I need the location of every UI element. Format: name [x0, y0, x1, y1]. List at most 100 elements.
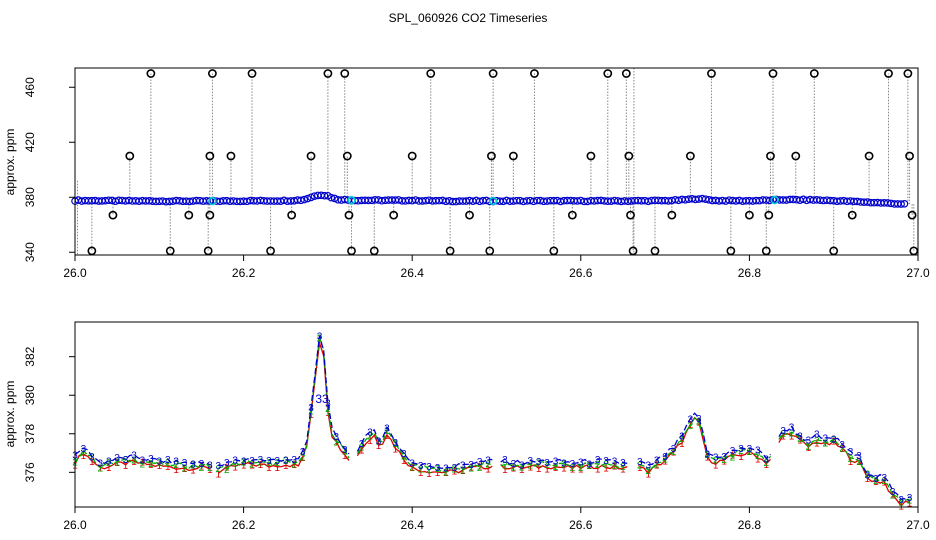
series-3-marker: 3	[384, 423, 390, 434]
series-3-marker: 3	[485, 455, 491, 466]
series-1-marker: 1	[216, 469, 222, 480]
series-1-marker: 1	[283, 461, 289, 472]
series-2-marker: 2	[334, 438, 340, 449]
series-2-marker: 2	[586, 461, 592, 472]
series-2-marker: 2	[157, 458, 163, 469]
series-1-marker: 1	[679, 439, 685, 450]
series-3-marker: 3	[291, 455, 297, 466]
series-2-marker: 2	[814, 436, 820, 447]
series-2-marker: 2	[81, 446, 87, 457]
bottom-x-tick-label: 26.8	[738, 518, 762, 532]
series-3-marker: 3	[603, 456, 609, 467]
series-2-marker: 2	[232, 458, 238, 469]
series-2-marker: 2	[199, 463, 205, 474]
series-1-marker: 1	[780, 431, 786, 442]
series-1-marker: 1	[106, 463, 112, 474]
series-3-marker: 3	[443, 463, 449, 474]
series-2-marker: 2	[873, 476, 879, 487]
series-1-marker: 1	[426, 469, 432, 480]
series-2-marker: 2	[553, 462, 559, 473]
series-1-marker: 1	[275, 463, 281, 474]
series-3-marker: 3	[283, 456, 289, 467]
series-1-marker: 1	[393, 445, 399, 456]
top-x-tick-label: 27.0	[906, 266, 930, 280]
series-3-marker: 3	[881, 473, 887, 484]
series-2-marker: 2	[435, 464, 441, 475]
outlier-point	[344, 210, 354, 220]
series-3-marker: 3	[468, 460, 474, 471]
series-1-marker: 1	[747, 447, 753, 458]
series-3-marker: 3	[671, 444, 677, 455]
series-1-marker: 1	[763, 460, 769, 471]
series-3-marker: 3	[502, 455, 508, 466]
series-2-marker: 2	[131, 455, 137, 466]
bottom-plot-axes: 26.0 26.2 26.4 26.6 26.8 27.0 376 378 380 382	[23, 346, 930, 532]
series-2-marker: 2	[409, 462, 415, 473]
series-1-marker: 1	[839, 444, 845, 455]
highlight-point	[488, 196, 498, 206]
bottom-y-tick-label: 382	[23, 346, 37, 366]
series-1-marker: 1	[865, 474, 871, 485]
series-2-marker: 2	[485, 460, 491, 471]
series-3-marker: 3	[865, 471, 871, 482]
series-2-marker: 2	[224, 465, 230, 476]
series-2-marker: 2	[148, 459, 154, 470]
outlier-point	[628, 246, 638, 256]
series-3-marker: 3	[207, 461, 213, 472]
series-3-marker: 3	[114, 453, 120, 464]
series-1-marker: 1	[536, 464, 542, 475]
series-3-marker: 3	[595, 455, 601, 466]
series-1-marker: 1	[418, 468, 424, 479]
outlier-point	[146, 69, 156, 78]
series-1-marker: 1	[165, 462, 171, 473]
series-1-marker: 1	[334, 438, 340, 449]
series-3-marker: 3	[199, 459, 205, 470]
series-2-marker: 2	[671, 447, 677, 458]
bottom-x-tick-label: 26.2	[232, 518, 256, 532]
series-1-marker: 1	[570, 465, 576, 476]
series-3-marker: 3	[755, 445, 761, 456]
series-2-marker: 2	[376, 436, 382, 447]
series-3-marker: 3	[536, 457, 542, 468]
series-1-marker: 1	[131, 457, 137, 468]
bottom-plot-frame	[74, 321, 919, 508]
series-1-marker: 1	[696, 418, 702, 429]
series-2-marker: 2	[317, 334, 323, 345]
series-2-marker: 2	[140, 460, 146, 471]
outlier-point	[205, 210, 215, 220]
outlier-point	[342, 151, 352, 161]
outlier-point	[586, 151, 596, 161]
series-3-marker: 3	[258, 455, 264, 466]
series-2-marker: 2	[477, 463, 483, 474]
series-2-marker: 2	[570, 463, 576, 474]
series-1-marker: 1	[249, 460, 255, 471]
series-1-marker: 1	[359, 445, 365, 456]
series-1-marker: 1	[376, 441, 382, 452]
figure-title: SPL_060926 CO2 Timeseries	[389, 11, 548, 25]
series-2-marker: 2	[300, 453, 306, 464]
series-3-marker: 3	[839, 440, 845, 451]
series-3-marker: 3	[814, 430, 820, 441]
series-3-marker: 3	[797, 432, 803, 443]
series-3-marker: 3	[553, 456, 559, 467]
series-2-marker: 2	[713, 456, 719, 467]
series-2-marker: 2	[831, 435, 837, 446]
series-3-marker: 3	[367, 428, 373, 439]
series-2-marker: 2	[780, 429, 786, 440]
bottom-y-tick-label: 380	[23, 385, 37, 405]
series-1-marker: 1	[207, 465, 213, 476]
series-2-marker: 2	[856, 457, 862, 468]
outlier-point	[487, 151, 496, 161]
series-1-marker: 1	[578, 465, 584, 476]
outlier-point	[247, 69, 257, 78]
series-1-marker: 1	[721, 456, 727, 467]
series-1-marker: 1	[519, 465, 525, 476]
series-2-marker: 2	[359, 443, 365, 454]
series-1-marker: 1	[460, 466, 466, 477]
series-3-marker: 3	[831, 435, 837, 446]
baseline-point	[303, 194, 312, 203]
series-3-marker: 3	[190, 460, 196, 471]
series-1-marker: 1	[814, 439, 820, 450]
series-2-marker: 2	[603, 459, 609, 470]
outlier-point	[226, 151, 236, 161]
